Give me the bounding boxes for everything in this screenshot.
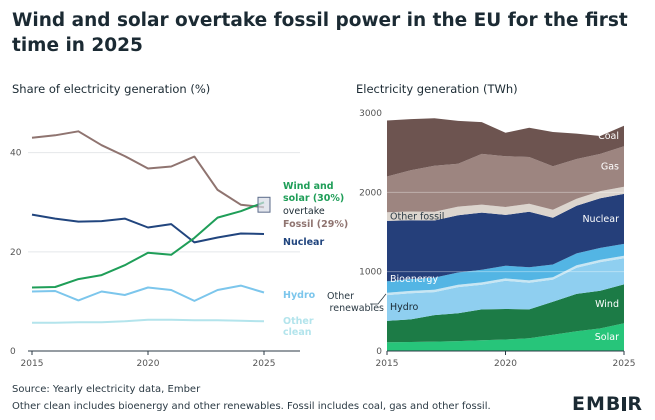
logo-text-end: R (627, 393, 643, 415)
label-gas: Gas (601, 162, 619, 173)
label-solar: Solar (595, 332, 619, 343)
generation-area-chart: 0 1000 2000 3000 2015 2020 2025 Coal Gas Other fo… (327, 109, 635, 369)
right-chart-subtitle: Electricity generation (TWh) (356, 82, 518, 96)
x-tick-label: 2025 (613, 359, 636, 369)
y-tick-label: 0 (376, 347, 382, 357)
y-tick-label: 1000 (359, 268, 382, 278)
label-bioenergy: Bioenergy (390, 274, 438, 285)
logo-text-start: EMB (571, 393, 622, 415)
label-other-clean-1: Other (283, 316, 314, 327)
label-hydro: Hydro (390, 302, 418, 313)
series-line-other-clean (32, 318, 265, 324)
label-wind-and-solar-1: Wind and (283, 181, 334, 192)
x-tick-label: 2015 (21, 359, 44, 369)
label-wind: Wind (595, 299, 619, 310)
label-nuclear: Nuclear (283, 237, 324, 248)
series-line-wind-and-solar (31, 201, 265, 289)
ember-logo: EMB R (572, 393, 643, 415)
logo-bar-glyph (622, 397, 627, 411)
area-bioenergy (387, 243, 624, 293)
area-other-fossil (387, 186, 624, 221)
area-other-renewables (387, 255, 624, 296)
x-tick-label: 2025 (253, 359, 276, 369)
label-overtake: overtake (283, 206, 325, 217)
y-tick-label: 0 (10, 347, 16, 357)
source-note: Source: Yearly electricity data, Ember (12, 384, 201, 395)
label-coal: Coal (598, 131, 619, 142)
series-line-hydro (31, 284, 265, 302)
label-fossil: Fossil (29%) (283, 219, 348, 230)
x-tick-label: 2015 (376, 359, 399, 369)
label-nuclear: Nuclear (582, 214, 619, 225)
y-tick-label: 40 (10, 149, 22, 159)
label-other-fossil: Other fossil (390, 212, 444, 223)
definitions-note: Other clean includes bioenergy and other… (12, 401, 491, 412)
area-solar (387, 323, 624, 351)
label-wind-and-solar-2: solar (30%) (283, 193, 344, 204)
label-other-clean-2: clean (283, 327, 312, 338)
series-line-nuclear (31, 213, 265, 244)
series-line-fossil (31, 130, 265, 209)
leader-other-renewables (370, 293, 387, 305)
area-coal (387, 118, 624, 177)
x-tick-label: 2020 (494, 359, 517, 369)
overtake-highlight-box (257, 196, 271, 213)
area-nuclear (387, 193, 624, 282)
label-hydro: Hydro (283, 290, 316, 301)
x-tick-label: 2020 (137, 359, 160, 369)
chart-title: Wind and solar overtake fossil power in … (12, 10, 628, 56)
area-wind (387, 284, 624, 343)
area-gas (387, 146, 624, 213)
label-other-renewables-2: renewables (330, 303, 385, 314)
left-chart-subtitle: Share of electricity generation (%) (12, 82, 211, 96)
area-hydro (387, 258, 624, 321)
label-other-renewables-1: Other (327, 291, 354, 302)
y-tick-label: 2000 (359, 188, 382, 198)
y-tick-label: 20 (10, 248, 22, 258)
y-tick-label: 3000 (359, 109, 382, 119)
